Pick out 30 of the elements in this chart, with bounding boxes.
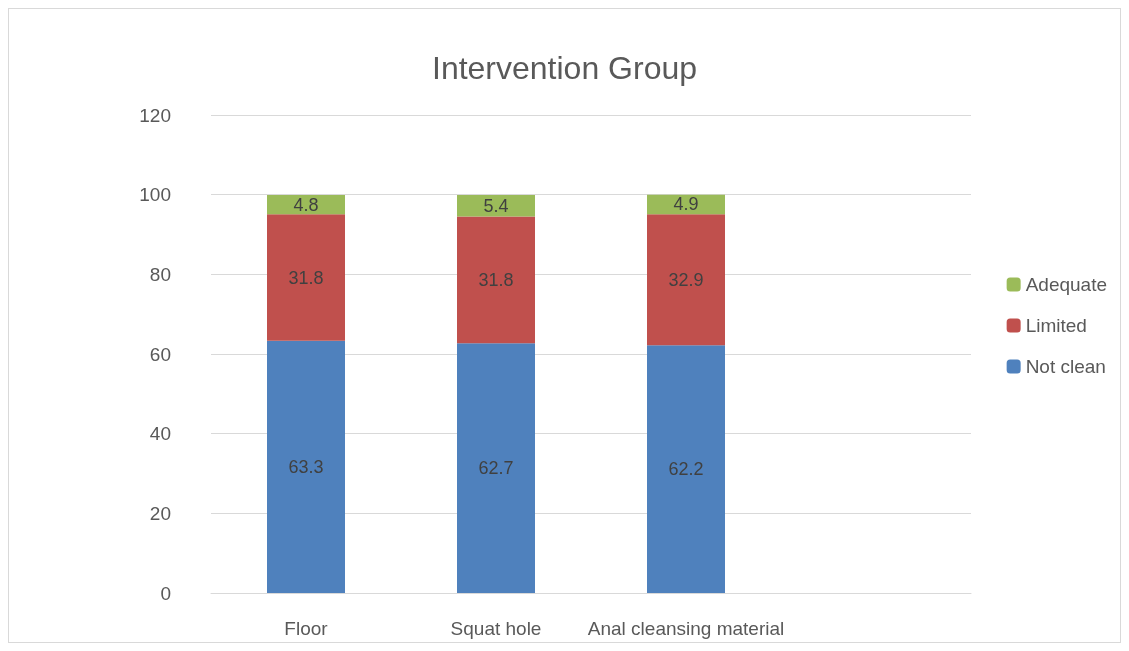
data-label: 32.9 (668, 269, 704, 290)
data-label: 5.4 (483, 195, 509, 216)
y-tick-label: 40 (149, 423, 171, 445)
bar (267, 214, 345, 341)
bar (457, 343, 535, 593)
bar (457, 216, 535, 344)
data-label: 62.7 (478, 458, 514, 479)
data-label: 63.3 (288, 456, 324, 477)
data-label: 62.2 (668, 459, 704, 480)
y-tick-label: 60 (149, 343, 171, 365)
y-tick-label: 100 (139, 184, 171, 206)
data-label: 31.8 (478, 269, 514, 290)
legend-label: Adequate (1025, 274, 1108, 295)
y-tick-label: 80 (149, 263, 171, 285)
chart-title: Intervention Group (431, 50, 698, 86)
data-label: 4.9 (673, 194, 699, 215)
y-tick-label: 20 (149, 502, 171, 524)
bar (457, 195, 535, 217)
legend-label: Limited (1025, 315, 1087, 336)
y-tick-label: 0 (160, 582, 171, 604)
y-tick-label: 120 (139, 104, 171, 126)
data-label: 31.8 (288, 267, 324, 288)
data-label: 4.8 (293, 194, 319, 215)
x-tick-label: Anal cleansing material (587, 618, 785, 639)
bar (647, 345, 725, 593)
x-tick-label: Floor (284, 618, 329, 639)
bar (267, 340, 345, 593)
x-tick-label: Squat hole (450, 618, 542, 639)
legend-label: Not clean (1025, 356, 1106, 377)
bar (647, 214, 725, 346)
